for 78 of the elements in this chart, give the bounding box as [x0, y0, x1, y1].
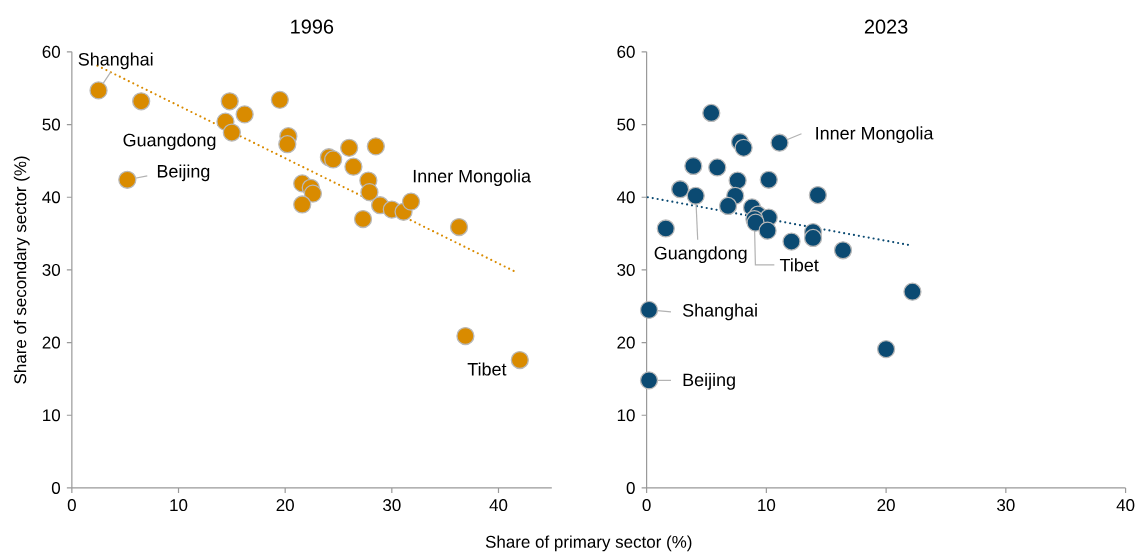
chart-title: 1996 — [291, 19, 334, 34]
point — [344, 157, 363, 176]
chart-title: 2023 — [864, 19, 908, 34]
point — [718, 196, 738, 215]
y-tick-label: 40 — [616, 191, 635, 204]
point — [770, 133, 789, 152]
annotation: Inner Mongolia — [413, 169, 532, 186]
annotation: Guangdong — [123, 133, 216, 150]
x-tick-label: 10 — [170, 499, 188, 512]
point — [293, 195, 312, 214]
point — [360, 182, 379, 202]
x-tick-label: 10 — [758, 499, 776, 512]
y-tick-label: 0 — [626, 481, 635, 494]
x-tick-label: 20 — [877, 499, 895, 512]
x-tick-label: 40 — [489, 499, 508, 512]
x-tick-label: 30 — [997, 499, 1015, 512]
point — [639, 371, 659, 390]
x-axis-title: Share of primary sector (%) — [485, 535, 692, 552]
point — [656, 219, 675, 238]
point — [353, 209, 373, 229]
point — [702, 103, 721, 122]
point — [235, 105, 254, 124]
point — [833, 241, 853, 260]
point — [456, 326, 475, 346]
point — [758, 221, 777, 240]
annotation: Beijing — [157, 164, 210, 182]
point — [510, 350, 529, 370]
point — [708, 158, 727, 177]
point — [686, 186, 705, 205]
y-tick-label: 50 — [42, 118, 61, 131]
point — [89, 81, 108, 100]
point — [639, 300, 659, 319]
point — [876, 339, 896, 359]
point — [366, 137, 385, 156]
point — [782, 232, 801, 251]
y-tick-label: 30 — [42, 263, 61, 276]
y-tick-label: 0 — [51, 481, 61, 494]
point — [903, 282, 922, 301]
x-tick-label: 40 — [1116, 499, 1135, 512]
x-tick-label: 20 — [276, 499, 294, 512]
y-tick-label: 20 — [42, 336, 61, 349]
point — [803, 228, 823, 247]
point — [401, 192, 421, 211]
y-tick-label: 40 — [42, 191, 61, 204]
point — [270, 90, 289, 109]
point — [734, 138, 753, 157]
y-tick-label: 10 — [617, 409, 635, 422]
point — [324, 150, 343, 169]
point — [132, 92, 151, 111]
point — [449, 217, 469, 237]
annotation: Tibet — [779, 258, 819, 272]
point — [340, 138, 359, 157]
point — [220, 92, 239, 111]
point — [222, 123, 241, 142]
point — [808, 185, 827, 205]
point — [671, 180, 690, 199]
point — [278, 134, 297, 154]
annotation: Inner Mongolia — [816, 126, 934, 144]
point — [759, 170, 778, 189]
annotation: Guangdong — [654, 246, 747, 263]
y-tick-label: 60 — [617, 45, 635, 58]
point — [728, 171, 747, 190]
x-tick-label: 0 — [67, 499, 76, 512]
annotation: Tibet — [467, 362, 507, 376]
y-tick-label: 20 — [617, 336, 635, 349]
annotation: Beijing — [683, 372, 735, 390]
annotation: Shanghai — [78, 52, 153, 70]
x-tick-label: 30 — [383, 499, 401, 512]
y-tick-label: 60 — [42, 45, 61, 58]
y-tick-label: 10 — [43, 409, 61, 422]
x-tick-label: 0 — [642, 499, 651, 512]
point — [118, 170, 137, 189]
y-tick-label: 50 — [617, 118, 635, 131]
y-axis-title: Share of secondary sector (%) — [13, 156, 30, 384]
point — [303, 184, 323, 203]
y-tick-label: 30 — [617, 263, 635, 276]
point — [684, 156, 703, 176]
annotation: Shanghai — [682, 303, 757, 321]
